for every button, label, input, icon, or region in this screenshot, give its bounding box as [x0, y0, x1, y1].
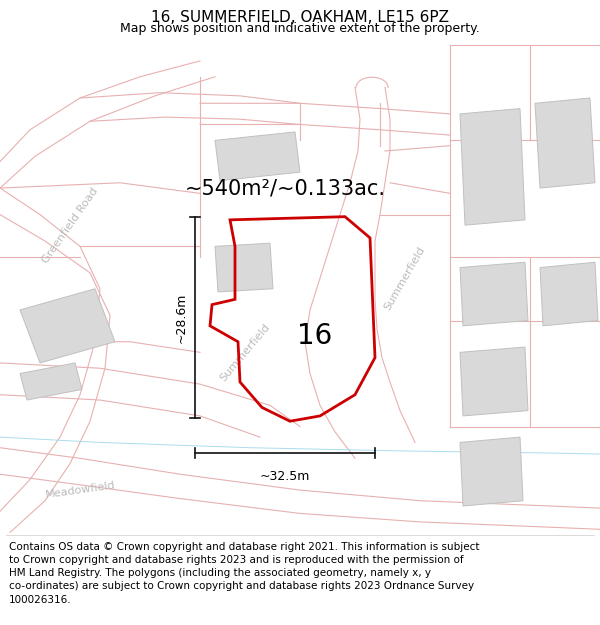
Polygon shape: [460, 262, 528, 326]
Text: Greenfield Road: Greenfield Road: [40, 186, 100, 265]
Text: Meadowfield: Meadowfield: [44, 480, 116, 500]
Text: Map shows position and indicative extent of the property.: Map shows position and indicative extent…: [120, 22, 480, 35]
Polygon shape: [20, 363, 82, 400]
Text: Summerfield: Summerfield: [218, 322, 272, 383]
Text: ~32.5m: ~32.5m: [260, 470, 310, 483]
Polygon shape: [460, 109, 525, 225]
Polygon shape: [460, 437, 523, 506]
Polygon shape: [460, 347, 528, 416]
Text: Contains OS data © Crown copyright and database right 2021. This information is : Contains OS data © Crown copyright and d…: [9, 542, 479, 604]
Polygon shape: [215, 132, 300, 181]
Text: Summerfield: Summerfield: [383, 244, 427, 312]
Polygon shape: [20, 289, 115, 363]
Polygon shape: [540, 262, 598, 326]
Text: ~540m²/~0.133ac.: ~540m²/~0.133ac.: [185, 178, 386, 198]
Text: 16: 16: [298, 322, 332, 351]
Polygon shape: [215, 243, 273, 292]
Polygon shape: [535, 98, 595, 188]
Text: ~28.6m: ~28.6m: [175, 292, 187, 342]
Text: 16, SUMMERFIELD, OAKHAM, LE15 6PZ: 16, SUMMERFIELD, OAKHAM, LE15 6PZ: [151, 10, 449, 25]
